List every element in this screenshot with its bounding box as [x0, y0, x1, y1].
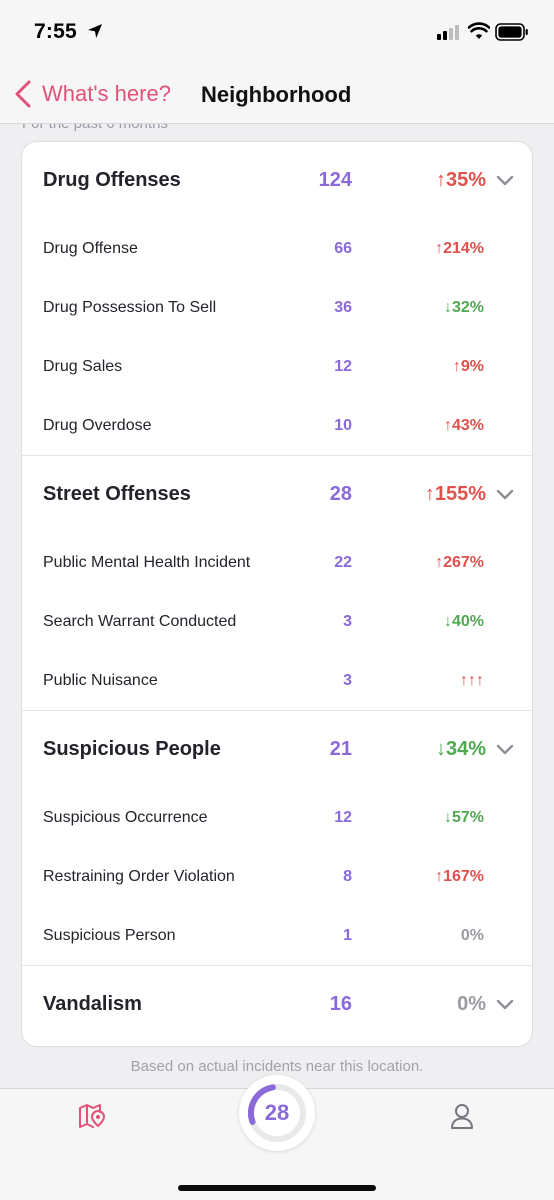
incident-change: ↓32%: [443, 299, 484, 316]
section-header[interactable]: Suspicious People 21 ↓34%: [22, 711, 532, 788]
incident-count: 12: [334, 809, 352, 826]
incident-count: 3: [343, 672, 352, 689]
incident-name: Public Nuisance: [43, 672, 158, 689]
subtitle-container: For the past 6 months: [0, 124, 554, 134]
incident-count: 3: [343, 613, 352, 630]
section-count: 28: [329, 483, 352, 505]
section-name: Street Offenses: [43, 483, 191, 505]
section-change: ↑155%: [424, 483, 486, 505]
section-count: 16: [329, 993, 352, 1015]
incident-name: Suspicious Occurrence: [43, 809, 208, 826]
chevron-down-icon: [496, 175, 514, 186]
status-bar: 7:55: [0, 0, 554, 66]
incident-row: Drug Overdose 10 ↑43%: [22, 396, 532, 455]
signal-icon: [437, 24, 461, 40]
user-icon[interactable]: [449, 1102, 475, 1130]
incident-change: 0%: [461, 1043, 484, 1046]
incident-name: Drug Sales: [43, 358, 123, 375]
incident-change: ↑43%: [443, 417, 484, 434]
section-change: ↑35%: [435, 169, 486, 191]
incident-name: Public Mental Health Incident: [43, 554, 251, 571]
section-change: ↓34%: [435, 738, 486, 760]
incident-count: 8: [343, 868, 352, 885]
incident-row: Drug Sales 12 ↑9%: [22, 337, 532, 396]
incident-section: Drug Offenses 124 ↑35% Drug Offense 66 ↑214% D…: [22, 142, 532, 456]
incident-count: 1: [343, 927, 352, 944]
incident-change: ↑167%: [435, 868, 484, 885]
incident-change: ↓40%: [443, 613, 484, 630]
section-name: Drug Offenses: [43, 169, 181, 191]
incident-row: Restraining Order Violation 8 ↑167%: [22, 847, 532, 906]
status-time: 7:55: [34, 20, 77, 43]
incident-row: Public Nuisance 3 ↑↑↑: [22, 651, 532, 710]
battery-icon: [495, 23, 528, 41]
safety-score-button[interactable]: 28: [239, 1075, 315, 1151]
incident-count: 10: [334, 417, 352, 434]
section-header[interactable]: Street Offenses 28 ↑155%: [22, 456, 532, 533]
incident-change: ↑↑↑: [460, 672, 484, 689]
page-title: Neighborhood: [201, 82, 352, 107]
incident-row: Drug Possession To Sell 36 ↓32%: [22, 278, 532, 337]
incident-row: Suspicious Person 1 0%: [22, 906, 532, 965]
incidents-card: Drug Offenses 124 ↑35% Drug Offense 66 ↑214% D…: [21, 141, 533, 1047]
incident-section: Street Offenses 28 ↑155% Public Mental Heal…: [22, 456, 532, 711]
period-subtitle: For the past 6 months: [22, 124, 168, 132]
home-indicator: [178, 1185, 376, 1191]
incident-name: Suspicious Person: [43, 927, 176, 944]
incident-name: Drug Overdose: [43, 417, 152, 434]
section-header[interactable]: Vandalism 16 0%: [22, 966, 532, 1043]
incident-row: Drug Offense 66 ↑214%: [22, 219, 532, 278]
incident-change: ↓57%: [443, 809, 484, 826]
incident-name: Drug Offense: [43, 240, 138, 257]
footnote: Based on actual incidents near this loca…: [130, 1058, 424, 1075]
tab-bar: 28: [0, 1075, 554, 1200]
incident-row: Public Mental Health Incident 22 ↑267%: [22, 533, 532, 592]
incident-row: Property Vandalism 16 0%: [22, 1043, 532, 1046]
chevron-left-icon: [15, 80, 31, 108]
score-ring: [248, 1084, 306, 1142]
chevron-down-icon: [496, 744, 514, 755]
incident-row: Suspicious Occurrence 12 ↓57%: [22, 788, 532, 847]
incident-count: 36: [334, 299, 352, 316]
incident-change: ↑9%: [452, 358, 484, 375]
chevron-down-icon: [496, 999, 514, 1010]
incident-change: ↑267%: [435, 554, 484, 571]
incident-change: ↑214%: [435, 240, 484, 257]
back-button[interactable]: What's here?: [14, 79, 171, 109]
safety-score-value: 28: [264, 1100, 290, 1125]
incident-change: 0%: [460, 927, 484, 944]
section-header[interactable]: Drug Offenses 124 ↑35%: [22, 142, 532, 219]
chevron-down-icon: [496, 489, 514, 500]
section-name: Suspicious People: [43, 738, 221, 760]
incident-name: Drug Possession To Sell: [43, 299, 217, 316]
back-button-label: What's here?: [42, 81, 171, 106]
location-arrow-icon: [88, 24, 102, 38]
incident-count: 16: [334, 1043, 352, 1046]
section-count: 124: [318, 169, 352, 191]
incident-section: Suspicious People 21 ↓34% Suspicious Occurr…: [22, 711, 532, 966]
incident-row: Search Warrant Conducted 3 ↓40%: [22, 592, 532, 651]
incident-name: Restraining Order Violation: [43, 868, 235, 885]
section-count: 21: [329, 738, 352, 760]
incident-count: 12: [334, 358, 352, 375]
incident-count: 22: [334, 554, 352, 571]
incident-count: 66: [334, 240, 352, 257]
incident-name: Search Warrant Conducted: [43, 613, 237, 630]
incident-section: Vandalism 16 0% Property Vandalism 16 0%: [22, 966, 532, 1046]
section-name: Vandalism: [43, 993, 142, 1015]
map-pin-icon[interactable]: [78, 1102, 106, 1130]
section-change: 0%: [457, 993, 486, 1015]
navigation-bar: What's here? Neighborhood: [0, 66, 554, 124]
incident-name: Property Vandalism: [43, 1043, 181, 1046]
wifi-icon: [468, 22, 490, 39]
